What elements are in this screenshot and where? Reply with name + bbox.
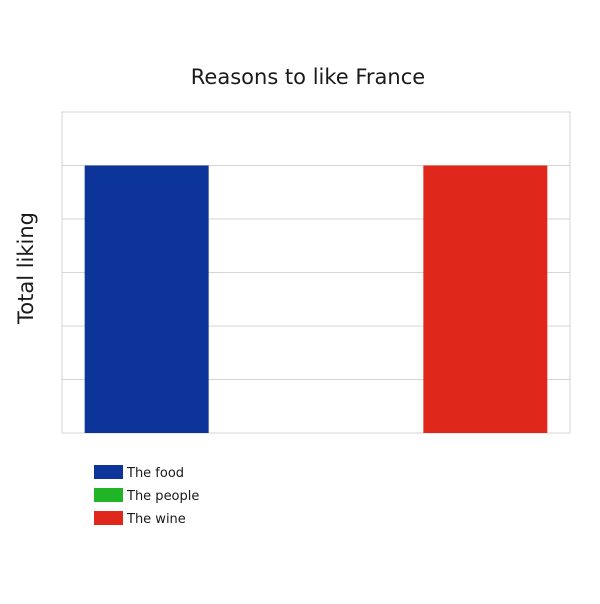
plot-area <box>61 111 571 434</box>
bar-the-wine <box>423 165 548 433</box>
legend-label: The people <box>126 489 199 504</box>
bar-the-food <box>84 165 209 433</box>
legend-swatch <box>94 488 123 502</box>
chart-title: Reasons to like France <box>191 65 425 89</box>
y-axis-label: Total liking <box>14 212 38 325</box>
legend-swatch <box>94 465 123 479</box>
bars <box>84 165 548 433</box>
legend: The food The people The wine <box>94 465 199 527</box>
legend-label: The wine <box>126 512 186 527</box>
legend-label: The food <box>126 466 184 481</box>
legend-swatch <box>94 511 123 525</box>
